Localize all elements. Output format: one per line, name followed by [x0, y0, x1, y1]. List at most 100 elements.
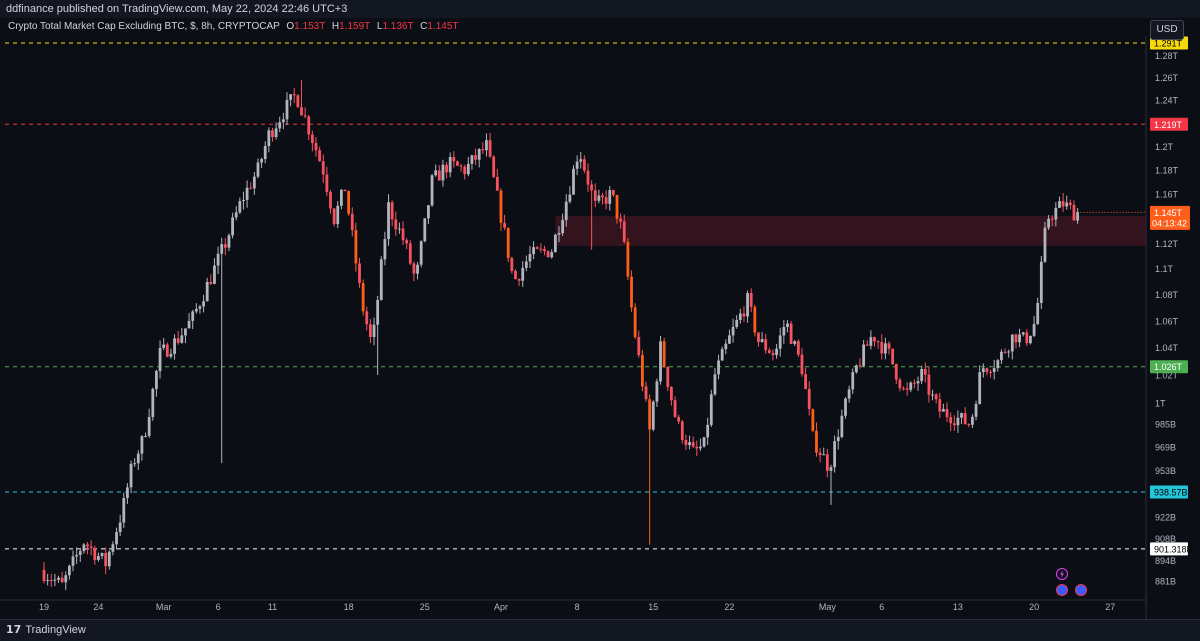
- candle-body: [343, 189, 347, 192]
- candle-body: [126, 487, 129, 498]
- candle-body: [920, 369, 924, 382]
- candle-body: [746, 293, 749, 317]
- candle-body: [532, 247, 535, 255]
- candle-body: [49, 580, 53, 582]
- candle-body: [1036, 302, 1040, 324]
- candle-body: [720, 349, 724, 361]
- candle-body: [992, 368, 996, 372]
- price-axis-bg: [1147, 36, 1200, 619]
- level-price-tag: [1150, 117, 1188, 131]
- candle-body: [144, 435, 147, 437]
- y-tick-label: 908B: [1155, 534, 1176, 544]
- candle-body: [133, 463, 137, 465]
- y-tick-label: 1.28T: [1155, 51, 1179, 61]
- candle-body: [927, 374, 931, 395]
- candle-body: [365, 311, 369, 325]
- candle-body: [339, 189, 343, 206]
- candle-body: [702, 437, 706, 447]
- candle-body: [354, 229, 358, 264]
- candle-body: [249, 187, 253, 189]
- y-tick-label: 1.04T: [1155, 343, 1179, 353]
- candle-body: [1061, 201, 1065, 207]
- candle-body: [688, 442, 691, 446]
- candle-body: [938, 399, 942, 412]
- y-tick-label: 1.26T: [1155, 73, 1179, 83]
- candle-body: [974, 404, 978, 417]
- current-price-label: 1.145T: [1154, 208, 1183, 218]
- candle-body: [963, 413, 967, 424]
- candle-body: [731, 326, 735, 336]
- flag-us-icon[interactable]: [1075, 584, 1087, 596]
- y-tick-label: 881B: [1155, 577, 1176, 587]
- candle-body: [553, 234, 557, 253]
- candle-body: [463, 166, 467, 175]
- candle-body: [437, 170, 441, 181]
- candle-body: [1043, 227, 1047, 262]
- candle-body: [952, 423, 956, 426]
- candle-body: [194, 308, 198, 312]
- candle-body: [75, 554, 79, 557]
- candle-body: [1025, 332, 1029, 344]
- candle-body: [728, 335, 731, 344]
- candle-body: [913, 382, 916, 384]
- candle-body: [296, 95, 300, 108]
- candle-body: [637, 337, 641, 356]
- candle-body: [1068, 202, 1072, 205]
- candle-body: [593, 190, 597, 201]
- y-tick-label: 1.2T: [1155, 142, 1174, 152]
- currency-button[interactable]: USD: [1150, 20, 1184, 40]
- candle-body: [329, 191, 332, 209]
- candle-body: [659, 341, 662, 382]
- y-tick-label: 1.08T: [1155, 290, 1179, 300]
- low-value: 1.136T: [382, 21, 414, 32]
- candle-body: [717, 360, 720, 375]
- y-tick-label: 969B: [1155, 443, 1176, 453]
- candle-body: [829, 467, 833, 471]
- candle-body: [151, 388, 155, 417]
- candle-body: [271, 130, 274, 138]
- candle-body: [1047, 218, 1050, 228]
- candle-body: [263, 145, 267, 160]
- candle-body: [372, 324, 376, 337]
- candle-body: [996, 360, 1000, 369]
- candle-body: [187, 320, 191, 329]
- candle-body: [873, 337, 876, 342]
- candle-body: [383, 239, 387, 260]
- candle-body: [800, 354, 804, 375]
- candle-body: [242, 199, 245, 202]
- candle-body: [184, 328, 187, 336]
- candle-body: [89, 546, 93, 548]
- candle-body: [430, 175, 434, 206]
- candle-body: [57, 577, 60, 580]
- x-tick-label: 25: [420, 602, 430, 612]
- candle-body: [626, 241, 630, 277]
- candle-body: [285, 99, 289, 120]
- x-tick-label: 18: [344, 602, 354, 612]
- x-tick-label: 24: [93, 602, 103, 612]
- candle-body: [597, 195, 601, 201]
- candle-body: [666, 366, 670, 387]
- candle-body: [709, 394, 713, 425]
- x-tick-label: 15: [648, 602, 658, 612]
- tradingview-logo[interactable]: 17 TradingView: [6, 623, 86, 637]
- candle-body: [804, 374, 807, 390]
- candle-body: [967, 423, 971, 425]
- candle-body: [245, 187, 249, 200]
- candle-body: [325, 174, 329, 192]
- candle-body: [633, 307, 637, 338]
- candle-body: [234, 212, 238, 218]
- candle-body: [300, 107, 303, 116]
- candle-body: [561, 220, 565, 234]
- candle-body: [260, 159, 263, 163]
- candle-body: [394, 219, 398, 230]
- candle-body: [209, 281, 213, 284]
- candle-body: [423, 218, 427, 242]
- candle-body: [764, 339, 768, 351]
- candle-body: [118, 522, 122, 533]
- publish-info: ddfinance published on TradingView.com, …: [6, 3, 348, 15]
- flash-icon[interactable]: [1056, 568, 1068, 580]
- flag-us-icon[interactable]: [1056, 584, 1068, 596]
- y-tick-label: 1.24T: [1155, 96, 1179, 106]
- candle-body: [456, 161, 459, 166]
